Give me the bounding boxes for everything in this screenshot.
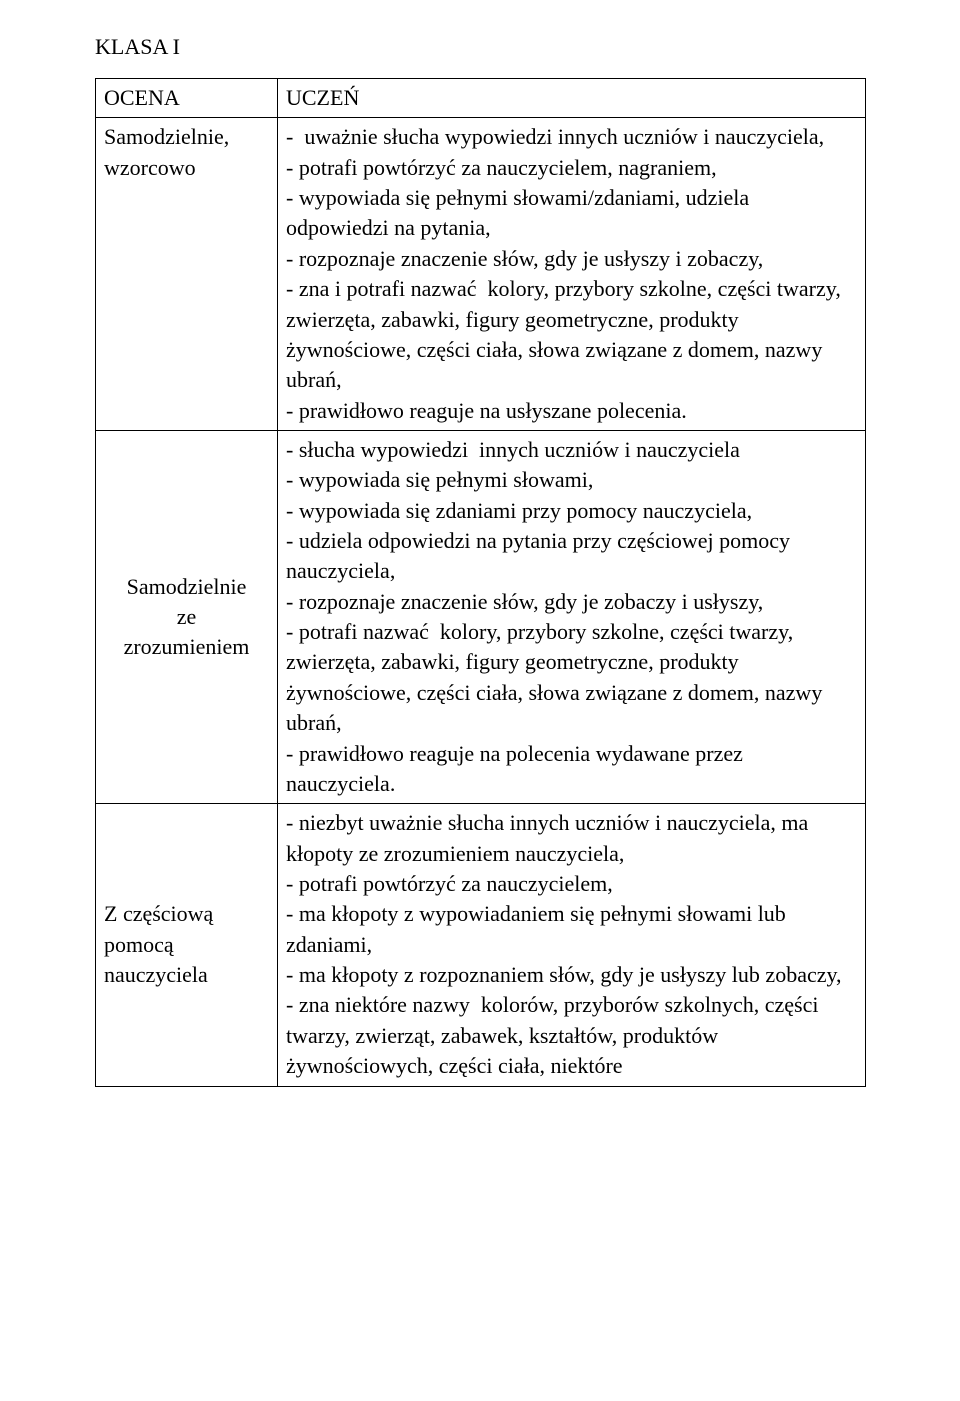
- label-line: Samodzielnie: [104, 572, 269, 602]
- table-row: Samodzielnie ze zrozumieniem - słucha wy…: [96, 430, 866, 803]
- header-left: OCENA: [96, 79, 278, 118]
- row-label: Samodzielnie, wzorcowo: [96, 118, 278, 431]
- table-row: Z częściową pomocą nauczyciela - niezbyt…: [96, 804, 866, 1086]
- page-title: KLASA I: [95, 34, 865, 60]
- label-line: zrozumieniem: [104, 632, 269, 662]
- document-page: KLASA I OCENA UCZEŃ Samodzielnie, wzorco…: [0, 0, 960, 1401]
- label-line: Samodzielnie,: [104, 122, 269, 152]
- desc-text: - niezbyt uważnie słucha innych uczniów …: [286, 808, 857, 1081]
- table-row: Samodzielnie, wzorcowo - uważnie słucha …: [96, 118, 866, 431]
- criteria-table: OCENA UCZEŃ Samodzielnie, wzorcowo - uwa…: [95, 78, 866, 1087]
- row-description: - słucha wypowiedzi innych uczniów i nau…: [278, 430, 866, 803]
- row-description: - uważnie słucha wypowiedzi innych uczni…: [278, 118, 866, 431]
- desc-text: - uważnie słucha wypowiedzi innych uczni…: [286, 122, 857, 426]
- row-label: Z częściową pomocą nauczyciela: [96, 804, 278, 1086]
- header-right: UCZEŃ: [278, 79, 866, 118]
- label-line: Z częściową: [104, 899, 269, 929]
- row-description: - niezbyt uważnie słucha innych uczniów …: [278, 804, 866, 1086]
- label-line: nauczyciela: [104, 960, 269, 990]
- label-line: wzorcowo: [104, 153, 269, 183]
- row-label: Samodzielnie ze zrozumieniem: [96, 430, 278, 803]
- desc-text: - słucha wypowiedzi innych uczniów i nau…: [286, 435, 857, 799]
- label-line: pomocą: [104, 930, 269, 960]
- label-line: ze: [104, 602, 269, 632]
- table-header-row: OCENA UCZEŃ: [96, 79, 866, 118]
